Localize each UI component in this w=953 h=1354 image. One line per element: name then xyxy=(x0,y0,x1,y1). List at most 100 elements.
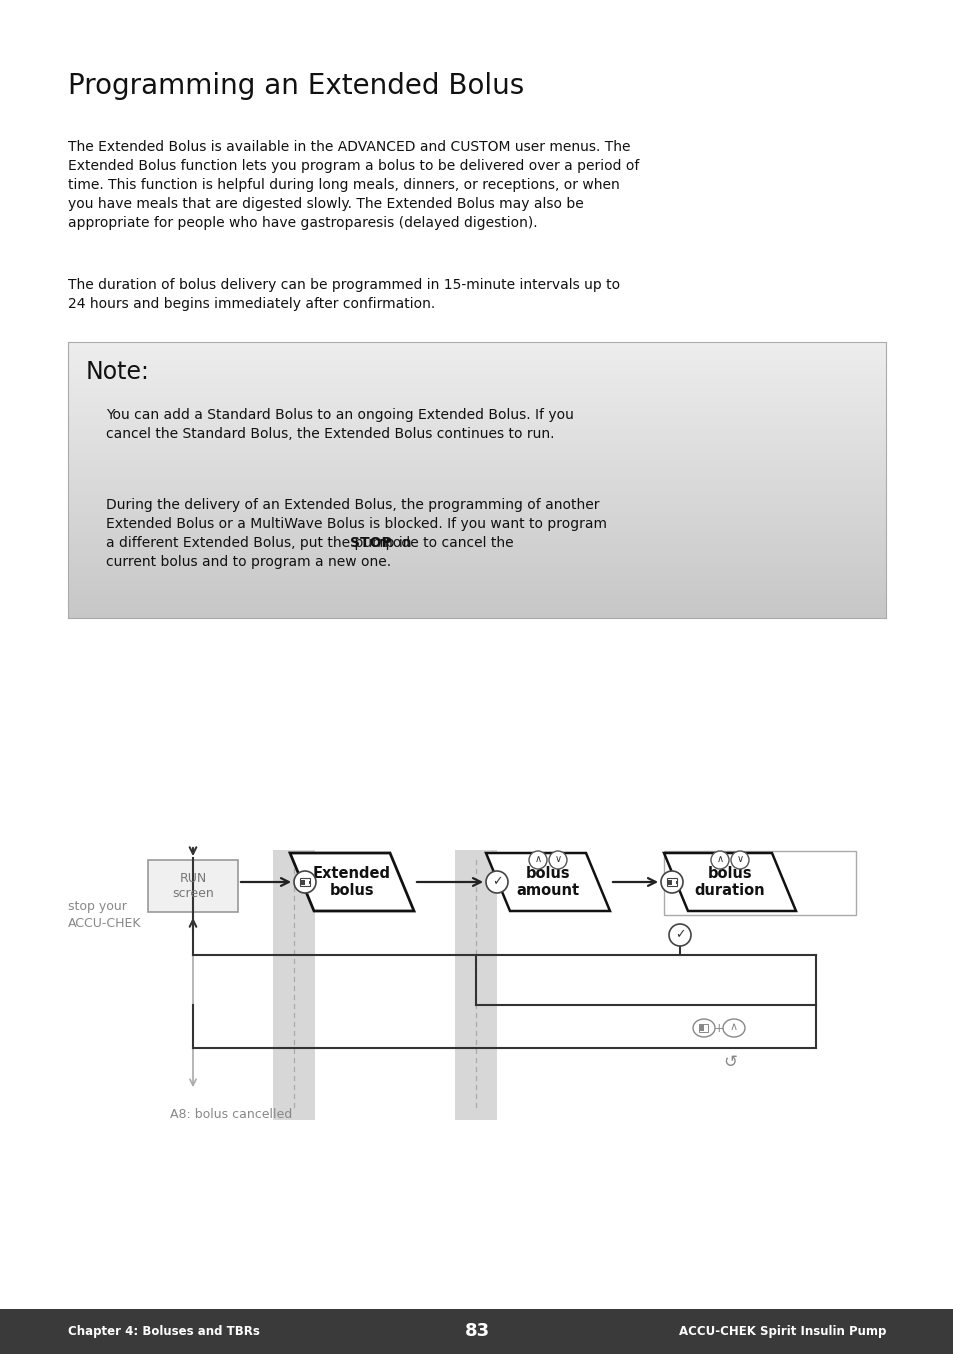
Bar xyxy=(68,562,885,567)
Bar xyxy=(68,571,885,577)
Text: Programming an Extended Bolus: Programming an Extended Bolus xyxy=(68,72,524,100)
Text: RUN
screen: RUN screen xyxy=(172,872,213,900)
Text: You can add a Standard Bolus to an ongoing Extended Bolus. If you: You can add a Standard Bolus to an ongoi… xyxy=(106,408,574,422)
Bar xyxy=(68,544,885,548)
Bar xyxy=(68,502,885,508)
Bar xyxy=(68,387,885,393)
Bar xyxy=(68,508,885,512)
Bar xyxy=(68,479,885,485)
Text: Extended Bolus or a MultiWave Bolus is blocked. If you want to program: Extended Bolus or a MultiWave Bolus is b… xyxy=(106,517,606,531)
Bar xyxy=(68,604,885,609)
Bar xyxy=(676,880,678,884)
Ellipse shape xyxy=(730,852,748,869)
Bar xyxy=(68,613,885,617)
FancyBboxPatch shape xyxy=(698,1024,707,1032)
Text: A8: bolus cancelled: A8: bolus cancelled xyxy=(170,1108,292,1121)
Ellipse shape xyxy=(668,923,690,946)
Bar xyxy=(707,1026,709,1030)
Text: Note:: Note: xyxy=(86,360,150,385)
Text: bolus
duration: bolus duration xyxy=(694,865,764,898)
Bar xyxy=(68,347,885,351)
Polygon shape xyxy=(663,853,795,911)
FancyBboxPatch shape xyxy=(666,877,677,886)
Text: time. This function is helpful during long meals, dinners, or receptions, or whe: time. This function is helpful during lo… xyxy=(68,177,619,192)
Text: ↺: ↺ xyxy=(722,1053,736,1071)
Bar xyxy=(68,406,885,412)
Bar xyxy=(700,1025,703,1030)
Bar xyxy=(68,470,885,475)
Text: STOP: STOP xyxy=(350,536,392,550)
Bar xyxy=(68,439,885,443)
Bar xyxy=(68,539,885,544)
Text: ✓: ✓ xyxy=(674,927,684,941)
Polygon shape xyxy=(290,853,414,911)
FancyBboxPatch shape xyxy=(299,877,310,886)
Text: you have meals that are digested slowly. The Extended Bolus may also be: you have meals that are digested slowly.… xyxy=(68,196,583,211)
Bar xyxy=(68,575,885,581)
Bar xyxy=(68,393,885,397)
Bar xyxy=(68,433,885,439)
Ellipse shape xyxy=(722,1020,744,1037)
Polygon shape xyxy=(485,853,609,911)
Text: The duration of bolus delivery can be programmed in 15-minute intervals up to: The duration of bolus delivery can be pr… xyxy=(68,278,619,292)
Bar xyxy=(68,443,885,448)
Text: Chapter 4: Boluses and TBRs: Chapter 4: Boluses and TBRs xyxy=(68,1326,259,1338)
Bar xyxy=(68,355,885,360)
Bar xyxy=(68,462,885,466)
Bar xyxy=(68,525,885,531)
Bar xyxy=(301,880,305,884)
Text: mode to cancel the: mode to cancel the xyxy=(375,536,513,550)
Bar xyxy=(68,378,885,383)
Ellipse shape xyxy=(485,871,507,894)
Text: cancel the Standard Bolus, the Extended Bolus continues to run.: cancel the Standard Bolus, the Extended … xyxy=(106,427,554,441)
Text: a different Extended Bolus, put the pump in: a different Extended Bolus, put the pump… xyxy=(106,536,416,550)
Text: ∧: ∧ xyxy=(534,854,541,864)
Bar xyxy=(68,581,885,586)
Text: ∧: ∧ xyxy=(729,1022,738,1033)
Ellipse shape xyxy=(548,852,566,869)
Bar xyxy=(68,466,885,471)
Ellipse shape xyxy=(710,852,728,869)
Text: ∨: ∨ xyxy=(554,854,561,864)
Text: Extended Bolus function lets you program a bolus to be delivered over a period o: Extended Bolus function lets you program… xyxy=(68,158,639,173)
Bar xyxy=(68,594,885,600)
Bar xyxy=(68,516,885,521)
Bar xyxy=(68,489,885,494)
Bar xyxy=(68,493,885,498)
Bar xyxy=(68,424,885,429)
Bar xyxy=(68,485,885,489)
Bar xyxy=(68,401,885,406)
Text: appropriate for people who have gastroparesis (delayed digestion).: appropriate for people who have gastropa… xyxy=(68,217,537,230)
Text: Extended
bolus: Extended bolus xyxy=(313,865,391,898)
Bar xyxy=(68,360,885,366)
Text: 24 hours and begins immediately after confirmation.: 24 hours and begins immediately after co… xyxy=(68,297,435,311)
Bar xyxy=(68,521,885,525)
Bar xyxy=(0,1309,953,1354)
Ellipse shape xyxy=(529,852,546,869)
Bar xyxy=(68,590,885,594)
Bar xyxy=(663,852,855,915)
Bar xyxy=(68,410,885,416)
Bar xyxy=(68,531,885,535)
Bar xyxy=(68,351,885,356)
Bar xyxy=(68,341,885,347)
Bar xyxy=(68,535,885,540)
Bar xyxy=(68,548,885,554)
Bar xyxy=(68,452,885,458)
Bar xyxy=(68,429,885,435)
Text: ACCU-CHEK Spirit Insulin Pump: ACCU-CHEK Spirit Insulin Pump xyxy=(678,1326,885,1338)
Bar xyxy=(68,512,885,517)
Text: ∨: ∨ xyxy=(736,854,742,864)
Text: current bolus and to program a new one.: current bolus and to program a new one. xyxy=(106,555,391,569)
Bar xyxy=(309,880,311,884)
Bar xyxy=(668,880,671,884)
Text: ✓: ✓ xyxy=(491,875,501,888)
Text: The Extended Bolus is available in the ADVANCED and CUSTOM user menus. The: The Extended Bolus is available in the A… xyxy=(68,139,630,154)
Bar xyxy=(68,475,885,481)
Text: 83: 83 xyxy=(464,1323,489,1340)
Bar xyxy=(68,567,885,571)
Text: bolus
amount: bolus amount xyxy=(516,865,579,898)
Bar xyxy=(68,558,885,563)
Bar xyxy=(68,383,885,389)
Bar xyxy=(68,585,885,590)
